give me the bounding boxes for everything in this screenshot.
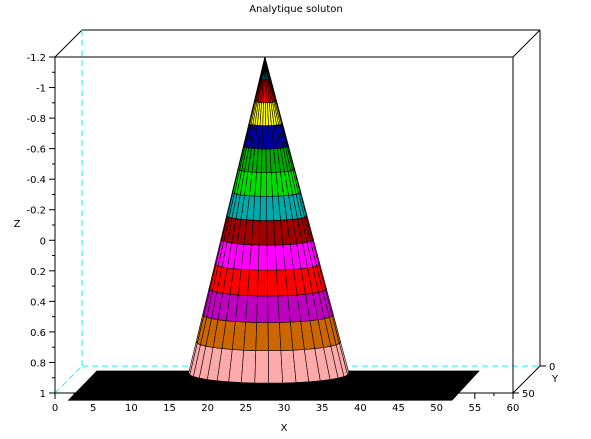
surface-facet: [243, 321, 258, 351]
chart-title: Analytique soluton: [249, 4, 343, 15]
x-tick-label: 30: [278, 403, 291, 414]
surface-facet: [267, 322, 282, 352]
box-edge: [54, 29, 83, 58]
surface-facet: [254, 350, 270, 384]
surface-facet: [264, 56, 272, 80]
x-tick-label: 60: [507, 403, 520, 414]
surface-facet: [256, 295, 269, 323]
x-axis-label: X: [281, 423, 288, 434]
z-tick-label: -0.2: [26, 206, 46, 217]
surface-facet: [260, 148, 267, 173]
y-axis-label: Y: [551, 374, 559, 385]
surface-facet: [260, 172, 267, 197]
x-tick-label: 55: [468, 403, 481, 414]
surface-facet: [261, 125, 267, 150]
z-tick-label: 0.8: [30, 358, 46, 369]
surface-facet: [247, 269, 259, 297]
y-tick-label: 0: [549, 362, 555, 373]
x-tick-label: 5: [90, 403, 96, 414]
surface-facet: [257, 269, 269, 297]
z-tick-label: 0.2: [30, 267, 46, 278]
surface-facet: [268, 350, 284, 384]
surface-facet: [258, 220, 268, 246]
z-axis: -1.2 -1 -0.8 -0.6 -0.4 -0.2 0 0.2 0.4 0.6 0.8 1: [26, 53, 55, 400]
x-tick-label: 45: [392, 403, 405, 414]
z-tick-label: -0.4: [26, 175, 46, 186]
x-tick-label: 20: [201, 403, 214, 414]
surface-mesh: [188, 56, 350, 384]
surface-facet: [267, 295, 280, 323]
y-axis: 0 50: [513, 362, 555, 400]
surface-facet: [267, 269, 279, 297]
x-tick-label: 10: [125, 403, 138, 414]
surface-facet: [257, 244, 268, 271]
x-tick-label: 15: [163, 403, 176, 414]
z-tick-label: -0.8: [26, 114, 46, 125]
surface-facet: [255, 322, 269, 352]
surface-facet: [249, 244, 260, 271]
surface-facet: [245, 295, 258, 323]
z-tick-label: 1: [40, 389, 46, 400]
z-tick-label: 0.6: [30, 328, 46, 339]
box-edge: [512, 365, 541, 394]
z-tick-label: -1: [36, 84, 46, 95]
x-tick-label: 50: [430, 403, 443, 414]
x-tick-label: 40: [354, 403, 367, 414]
x-tick-label: 25: [239, 403, 252, 414]
z-tick-label: 0.4: [30, 297, 46, 308]
z-axis-label: Z: [14, 219, 21, 230]
box-edge: [512, 29, 541, 58]
z-tick-label: 0: [40, 236, 46, 247]
x-axis: 0 5 10 15 20 25 30 35 40 45 50 55 60: [52, 393, 520, 414]
z-tick-label: -1.2: [26, 53, 46, 64]
y-tick-label: 50: [522, 389, 535, 400]
z-tick-label: -0.6: [26, 145, 46, 156]
surface-facet: [259, 195, 268, 221]
surface-facet: [250, 219, 261, 246]
surface-facet: [240, 349, 257, 384]
x-tick-label: 35: [316, 403, 329, 414]
box-back-edges: [54, 29, 541, 394]
x-tick-label: 0: [52, 403, 58, 414]
guide-line: [54, 365, 83, 394]
